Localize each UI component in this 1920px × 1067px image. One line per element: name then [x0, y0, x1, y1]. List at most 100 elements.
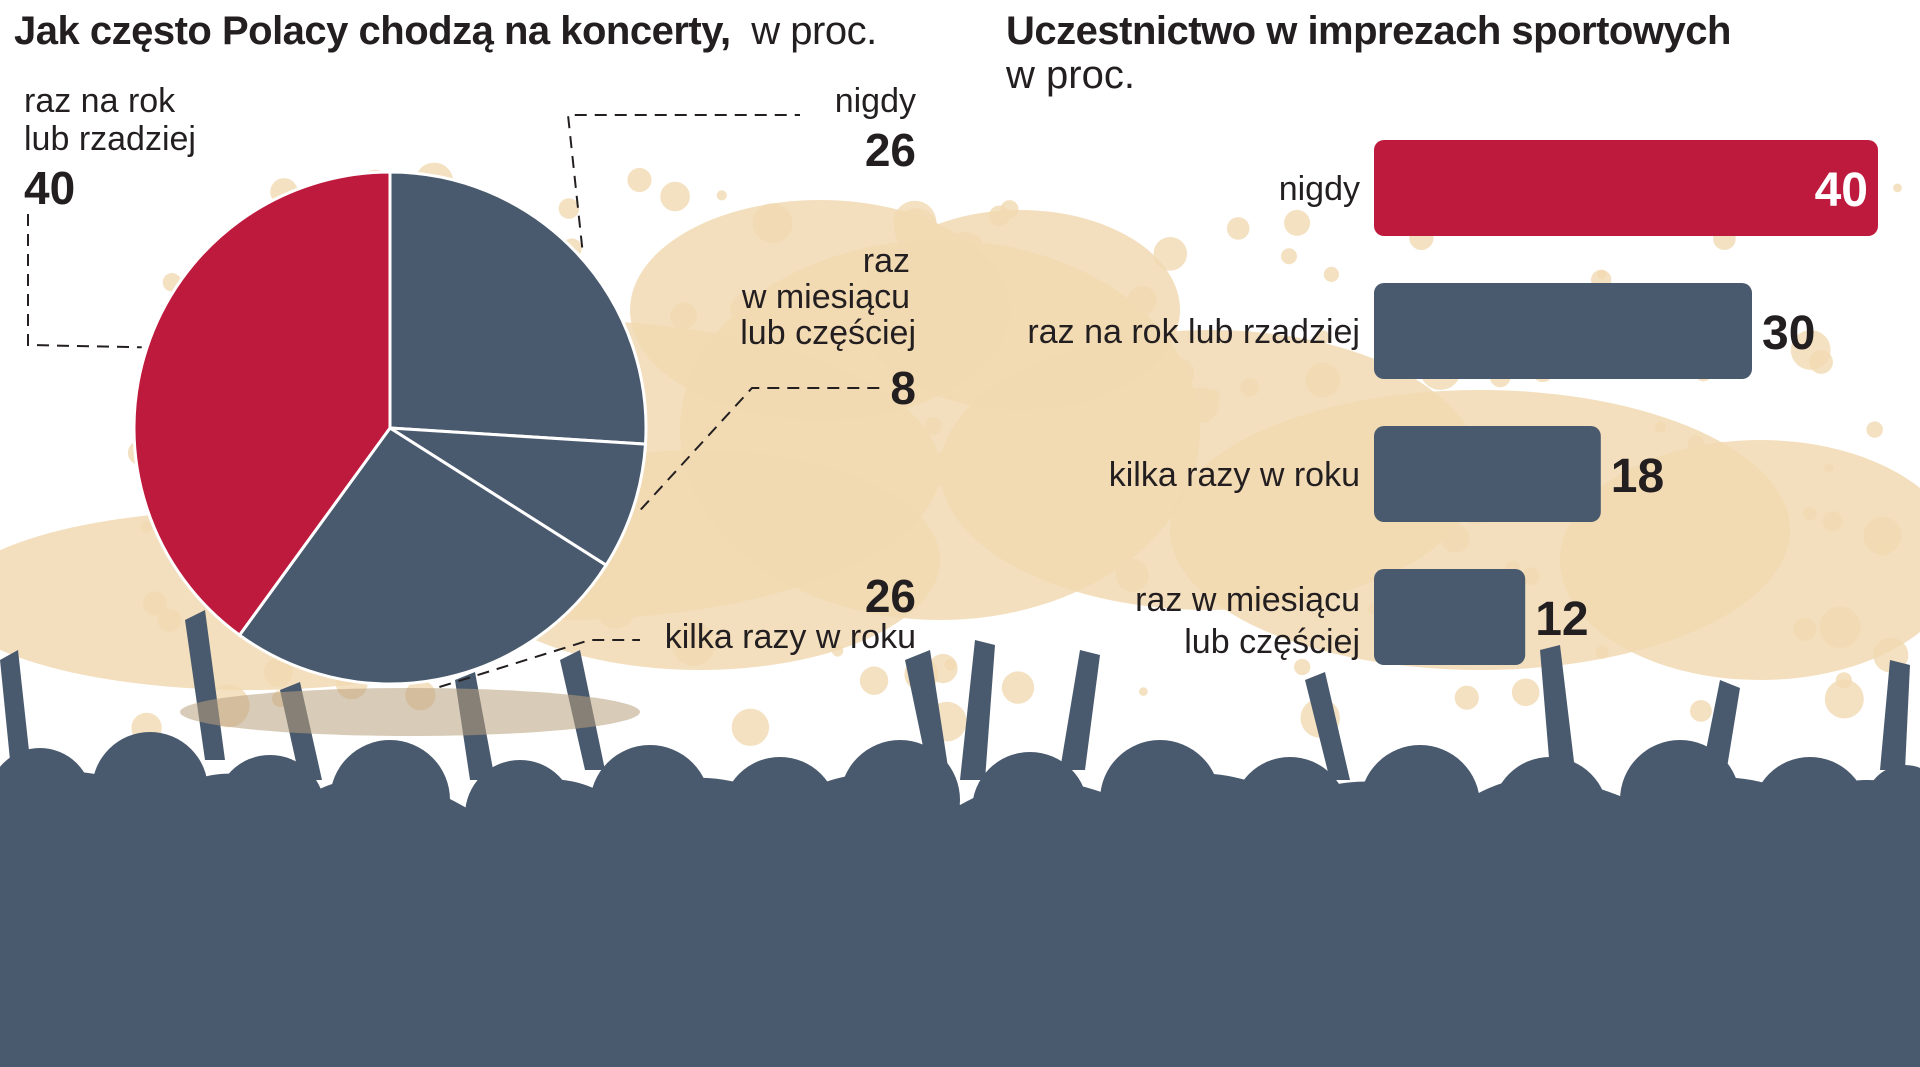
- splash-dot: [1096, 358, 1110, 372]
- pie-slice-label: lub częściej: [740, 314, 916, 352]
- splash-dot: [1115, 558, 1149, 592]
- pie-slice-value: 8: [890, 362, 916, 414]
- crowd-head: [1865, 765, 1920, 845]
- crowd-arm: [1880, 660, 1910, 770]
- splash-dot: [1521, 567, 1540, 586]
- splash-dot: [1595, 645, 1609, 659]
- splash-dot: [831, 645, 844, 657]
- splash-dot: [660, 181, 690, 212]
- bar-value-label: 18: [1611, 450, 1664, 503]
- splash-dot: [1793, 618, 1817, 641]
- splash-dot: [989, 205, 1010, 227]
- splash-dot: [1863, 516, 1902, 555]
- splash-dot: [893, 200, 937, 244]
- pie-slice-label: w miesiącu: [741, 278, 910, 316]
- pie-slice: [389, 426, 648, 568]
- splash-dot: [1664, 542, 1674, 551]
- crowd-head: [536, 821, 664, 949]
- bar-category-label: kilka razy w roku: [1109, 456, 1360, 494]
- pie-slice-value: 26: [865, 124, 916, 176]
- pie-shadow: [180, 688, 640, 736]
- splash-dot: [263, 657, 293, 687]
- splash-dot: [1064, 351, 1074, 361]
- splash-dot: [680, 519, 691, 530]
- bar-chart-unit: w proc.: [1005, 53, 1135, 97]
- splash-dot: [1835, 672, 1852, 689]
- bar-value-label: 40: [1815, 164, 1868, 217]
- splash-dot: [1687, 435, 1705, 452]
- splash-dot: [1893, 183, 1902, 193]
- splash-dot: [1281, 248, 1297, 265]
- pie-leader-line: [640, 387, 880, 511]
- crowd-head: [278, 828, 402, 952]
- splash-dot: [847, 336, 885, 374]
- splash-dot: [1714, 547, 1755, 587]
- pie-chart-title: Jak często Polacy chodzą na koncerty, w …: [14, 9, 877, 53]
- crowd-head: [1576, 821, 1704, 949]
- crowd-arm: [960, 640, 995, 780]
- bar-chart-title: Uczestnictwo w imprezach sportowych: [1006, 9, 1731, 53]
- crowd-arm: [1305, 672, 1350, 780]
- splash-dot: [1284, 209, 1311, 236]
- splash-dot: [1690, 700, 1712, 722]
- splash-dot: [670, 302, 698, 330]
- pie-chart: [132, 170, 648, 736]
- splash-dot: [990, 293, 1022, 325]
- crowd-arm: [1540, 645, 1575, 770]
- splash-dot: [627, 167, 652, 193]
- splash-dot: [1307, 570, 1317, 579]
- splash-dot: [944, 658, 957, 671]
- splash-dot: [850, 545, 882, 577]
- crowd-silhouette: [0, 610, 1920, 1067]
- pie-slice-label: kilka razy w roku: [665, 618, 916, 656]
- pie-title-unit: w proc.: [750, 9, 876, 53]
- splash-dot: [1822, 511, 1843, 532]
- pie-slice: [132, 170, 392, 638]
- splash-dot: [940, 302, 977, 339]
- splash-dot: [1335, 571, 1344, 581]
- splash-dot: [596, 589, 636, 629]
- splash-dot: [1803, 506, 1817, 521]
- pie-leader-line: [439, 639, 640, 688]
- pie-slice: [388, 170, 648, 446]
- splash-dot: [1226, 217, 1250, 240]
- splash-dot: [1315, 330, 1330, 345]
- splash-dot: [924, 417, 943, 435]
- splash-dot: [1294, 658, 1311, 676]
- splash-dot: [1441, 524, 1470, 553]
- crowd-head: [330, 740, 450, 860]
- splash-dot: [1208, 389, 1220, 401]
- splash-dot: [1163, 357, 1195, 389]
- splash-dot: [730, 292, 765, 327]
- splash-dot: [1824, 463, 1834, 473]
- splash-dot: [716, 477, 745, 506]
- crowd-arm: [1060, 650, 1100, 770]
- splash-dot: [941, 255, 968, 281]
- bar-value-label: 12: [1535, 593, 1588, 646]
- crowd-head: [1232, 757, 1348, 873]
- splash-dot: [558, 198, 580, 219]
- crowd-head: [972, 752, 1088, 868]
- crowd-head: [1752, 757, 1868, 873]
- crowd-head: [1492, 757, 1608, 873]
- splash-dot: [1119, 445, 1134, 461]
- splash-dot: [1297, 449, 1309, 461]
- pie-title-main: Jak często Polacy chodzą na koncerty,: [14, 9, 731, 53]
- splash-dot: [1819, 606, 1861, 648]
- pie-slice-label: raz: [863, 242, 910, 280]
- pie-leader-line: [27, 214, 142, 349]
- splash-dot: [1723, 464, 1747, 488]
- bar: [1374, 140, 1878, 236]
- splash-dot: [1866, 421, 1883, 438]
- splash-dot: [1654, 421, 1667, 433]
- bar-category-label: nigdy: [1279, 170, 1360, 208]
- splash-dot: [1305, 362, 1340, 398]
- splash-dot: [1824, 679, 1864, 719]
- pie-slice-label: lub rzadziej: [24, 120, 196, 158]
- splash-dot: [752, 203, 793, 244]
- splash-dot: [1001, 671, 1035, 704]
- crowd-head: [92, 732, 208, 848]
- crowd-head: [722, 757, 838, 873]
